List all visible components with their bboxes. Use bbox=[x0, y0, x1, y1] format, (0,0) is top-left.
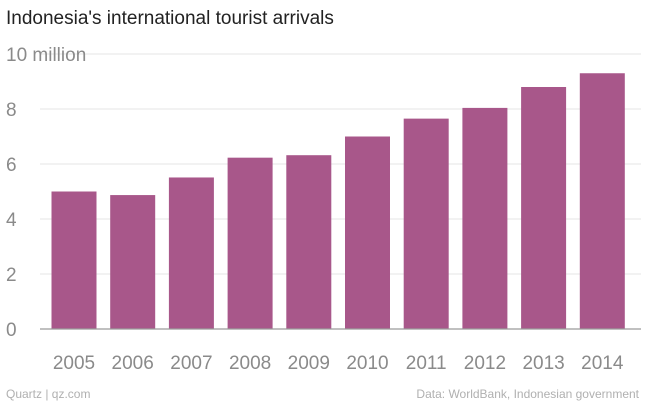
x-tick-label: 2013 bbox=[522, 353, 564, 374]
x-tick-label: 2009 bbox=[288, 353, 330, 374]
y-tick-label: 2 bbox=[6, 265, 17, 286]
y-tick-label: 0 bbox=[6, 320, 17, 341]
y-axis-ticks: 0 2 4 6 8 10 million bbox=[6, 45, 86, 341]
y-tick-label: 6 bbox=[6, 155, 17, 176]
x-tick-label: 2006 bbox=[112, 353, 154, 374]
x-tick-label: 2005 bbox=[53, 353, 95, 374]
bar-2005 bbox=[51, 191, 97, 329]
source-credit: Quartz | qz.com bbox=[6, 387, 90, 401]
bar-2009 bbox=[286, 155, 332, 329]
bar-2008 bbox=[227, 157, 273, 329]
bar-2014 bbox=[579, 73, 625, 329]
x-tick-label: 2011 bbox=[406, 353, 447, 374]
y-tick-label: 10 million bbox=[6, 45, 86, 66]
bar-2012 bbox=[462, 107, 508, 330]
x-axis-ticks: 2005 2006 2007 2008 2009 2010 2011 2012 2013 2014 bbox=[53, 353, 624, 374]
bar-2007 bbox=[168, 177, 214, 329]
x-tick-label: 2012 bbox=[464, 353, 506, 374]
data-source: Data: WorldBank, Indonesian government bbox=[416, 387, 639, 401]
bar-2013 bbox=[521, 87, 567, 329]
x-tick-label: 2007 bbox=[170, 353, 212, 374]
bar-2011 bbox=[403, 118, 449, 329]
chart-title: Indonesia's international tourist arriva… bbox=[6, 8, 334, 29]
bars bbox=[51, 73, 625, 330]
x-tick-label: 2014 bbox=[581, 353, 624, 374]
x-tick-label: 2010 bbox=[346, 353, 388, 374]
bar-2006 bbox=[110, 195, 156, 329]
y-tick-label: 4 bbox=[6, 210, 17, 231]
y-tick-label: 8 bbox=[6, 100, 17, 121]
bar-2010 bbox=[345, 136, 390, 329]
x-tick-label: 2008 bbox=[229, 353, 271, 374]
